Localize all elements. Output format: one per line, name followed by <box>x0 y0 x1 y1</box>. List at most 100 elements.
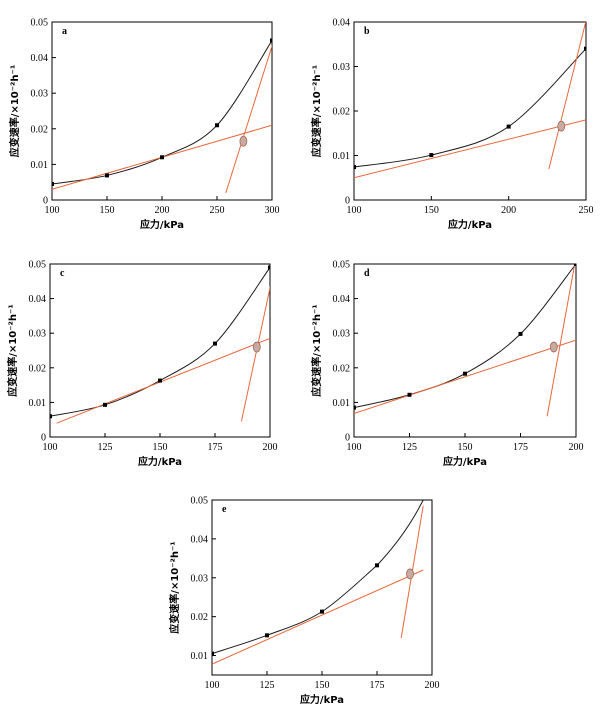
panel-a-data-point-0 <box>52 181 54 186</box>
panel-b: 100 150 200 250 0 0.01 0.02 0.03 0.04 应力/kPa 应变速率/… <box>310 18 594 232</box>
panel-e-data-point-2 <box>320 609 324 614</box>
panel-e: 100 125 150 175 200 0.01 0.02 0.03 0.04 0.05 应力/kP… <box>168 496 440 707</box>
panel-e-ytick-label-4: 0.05 <box>191 496 209 507</box>
panel-b-xtick-label-3: 250 <box>579 205 594 216</box>
panel-e-xtick-label-2: 150 <box>315 680 330 691</box>
panel-d-xtick-label-1: 125 <box>402 442 417 453</box>
panel-b-ytick-label-1: 0.01 <box>333 151 351 162</box>
panel-d-plot <box>354 264 576 417</box>
panel-c-data-point-1 <box>103 402 107 407</box>
panel-c-intersection-marker <box>252 341 261 353</box>
panel-c: 100 125 150 175 200 0 0.01 0.02 0.03 0.04 0.05 应力/k… <box>6 260 278 469</box>
panel-d-ytick-label-0: 0 <box>345 433 350 444</box>
panel-d-data-point-2 <box>463 371 467 376</box>
panel-e-plot <box>212 500 424 665</box>
panel-e-intersection-marker <box>406 568 414 580</box>
panel-d-letter: d <box>364 268 370 279</box>
panel-a-y-axis-title: 应变速率/×10⁻²h⁻¹ <box>8 65 21 157</box>
panel-b-y-axis-title: 应变速率/×10⁻²h⁻¹ <box>310 65 323 157</box>
panel-a-ytick-label-5: 0.05 <box>31 18 49 29</box>
panel-e-x-axis-title: 应力/kPa <box>300 693 344 706</box>
panel-c-data-point-0 <box>50 414 52 419</box>
panel-d-ytick-label-5: 0.05 <box>333 260 351 271</box>
panel-d: 100 125 150 175 200 0 0.01 0.02 0.03 0.04 0.05 应力/k… <box>310 260 584 469</box>
panel-a-ytick-label-0: 0 <box>43 196 48 207</box>
panel-b-x-axis-title: 应力/kPa <box>448 218 492 231</box>
panel-d-xtick-label-4: 200 <box>569 442 584 453</box>
panel-d-xtick-label-2: 150 <box>458 442 473 453</box>
panel-e-data-point-3 <box>375 563 379 568</box>
panel-b-xtick-label-1: 150 <box>424 205 439 216</box>
panel-a-intersection-marker <box>239 135 248 147</box>
panel-c-y-axis-title: 应变速率/×10⁻²h⁻¹ <box>6 304 19 396</box>
panel-c-frame <box>49 263 271 438</box>
panel-e-ytick-label-0: 0.01 <box>191 651 209 662</box>
panel-c-tangent-line-1 <box>240 285 270 422</box>
panel-e-y-axis-title: 应变速率/×10⁻²h⁻¹ <box>168 541 181 633</box>
panel-d-tangent-line-0 <box>354 339 576 414</box>
panel-e-xtick-label-0: 100 <box>205 680 220 691</box>
panel-a-data-point-4 <box>270 38 272 43</box>
panel-e-fit-curve <box>212 500 424 655</box>
panel-b-tangent-line-0 <box>354 119 586 179</box>
panel-b-data-point-2 <box>506 124 511 129</box>
panel-a-xtick-label-2: 200 <box>155 205 170 216</box>
panel-c-xtick-label-4: 200 <box>263 442 278 453</box>
panel-c-tangent-line-0 <box>56 337 270 424</box>
panel-e-ytick-label-3: 0.04 <box>191 534 209 545</box>
panel-a-fit-curve <box>52 40 272 185</box>
panel-b-ytick-label-3: 0.03 <box>333 62 351 73</box>
panel-a-ytick-label-4: 0.04 <box>31 53 49 64</box>
panel-c-x-axis-title: 应力/kPa <box>138 455 182 468</box>
panel-c-xtick-label-1: 125 <box>98 442 113 453</box>
panel-d-data-point-0 <box>354 405 356 410</box>
panel-b-xtick-label-2: 200 <box>501 205 516 216</box>
panel-c-plot <box>50 265 270 424</box>
panel-b-fit-curve <box>354 48 586 168</box>
panel-c-ytick-label-3: 0.03 <box>29 329 47 340</box>
panel-a-xtick-label-1: 150 <box>100 205 115 216</box>
panel-a-data-point-2 <box>160 155 164 160</box>
panel-a-xtick-label-3: 250 <box>210 205 225 216</box>
panel-d-tangent-line-1 <box>546 264 576 417</box>
panel-a-x-axis-title: 应力/kPa <box>140 218 184 231</box>
panel-d-frame <box>353 263 577 438</box>
panel-c-xtick-label-2: 150 <box>153 442 168 453</box>
panel-d-y-axis-title: 应变速率/×10⁻²h⁻¹ <box>310 304 323 396</box>
panel-a-letter: a <box>62 26 67 37</box>
panel-d-data-point-1 <box>407 392 412 397</box>
panel-e-tangent-line-0 <box>212 569 424 665</box>
panel-e-data-point-1 <box>265 633 269 638</box>
panel-a-ytick-label-3: 0.03 <box>31 89 49 100</box>
panel-a-tangent-line-1 <box>225 44 272 194</box>
panel-c-letter: c <box>60 268 65 279</box>
panel-e-frame <box>211 499 433 676</box>
panel-c-xtick-label-0: 100 <box>43 442 58 453</box>
panel-a: 100 150 200 250 300 0 0.01 0.02 0.03 0.04 0.05 应力/k… <box>8 18 280 232</box>
panel-c-fit-curve <box>50 267 270 417</box>
panel-e-xtick-label-1: 125 <box>260 680 275 691</box>
panel-d-intersection-marker <box>549 341 558 353</box>
panel-c-ytick-label-0: 0 <box>41 433 46 444</box>
panel-a-xtick-label-0: 100 <box>45 205 60 216</box>
panel-b-ytick-label-0: 0 <box>345 196 350 207</box>
panel-a-ytick-label-1: 0.01 <box>31 160 49 171</box>
panel-c-ytick-label-5: 0.05 <box>29 260 47 271</box>
panel-b-letter: b <box>364 26 370 37</box>
panel-d-ytick-label-1: 0.01 <box>333 398 351 409</box>
panel-d-xtick-label-3: 175 <box>513 442 528 453</box>
panel-a-data-point-3 <box>215 123 219 128</box>
panel-a-xtick-label-4: 300 <box>265 205 280 216</box>
panel-c-data-point-3 <box>213 341 217 346</box>
panel-a-ytick-label-2: 0.02 <box>31 124 49 135</box>
panel-b-data-point-1 <box>429 153 434 158</box>
panel-b-frame <box>353 21 587 201</box>
panel-a-data-point-1 <box>105 173 109 178</box>
panel-e-ytick-label-2: 0.03 <box>191 573 209 584</box>
panel-d-fit-curve <box>354 264 576 409</box>
panel-b-ytick-label-2: 0.02 <box>333 107 351 118</box>
panel-a-frame <box>51 21 273 201</box>
panel-e-xtick-label-3: 175 <box>370 680 385 691</box>
panel-c-xtick-label-3: 175 <box>208 442 223 453</box>
